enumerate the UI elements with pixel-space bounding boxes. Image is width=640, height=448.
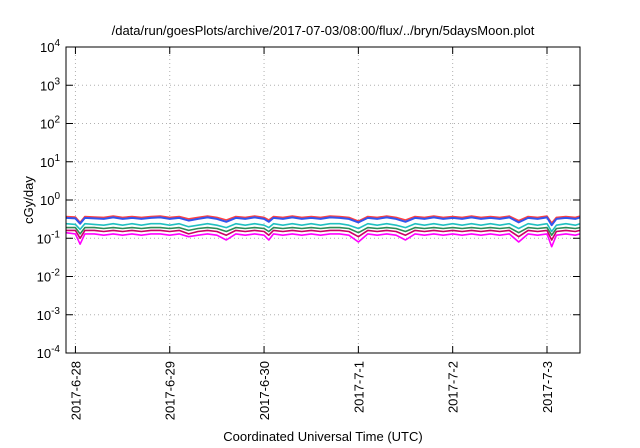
x-tick-label: 2017-6-30	[257, 361, 272, 420]
series-line-6	[65, 216, 581, 227]
grid	[66, 47, 580, 353]
chart-title: /data/run/goesPlots/archive/2017-07-03/0…	[112, 23, 535, 38]
x-tick-label: 2017-7-3	[540, 361, 555, 413]
series-line-3	[66, 226, 581, 236]
y-tick-label: 100	[40, 191, 60, 208]
x-tick-label: 2017-6-29	[163, 361, 178, 420]
x-tick-label: 2017-7-2	[446, 361, 461, 413]
series-line-5	[65, 215, 581, 224]
y-tick-label: 103	[40, 76, 60, 93]
x-tick-label: 2017-7-1	[351, 361, 366, 413]
y-tick-label: 10-4	[37, 344, 61, 361]
y-axis-label: cGy/day	[21, 176, 36, 224]
series-lines	[65, 215, 581, 248]
y-tick-label: 101	[40, 153, 60, 170]
x-tick-label: 2017-6-28	[68, 361, 83, 420]
series-line-2	[66, 229, 581, 241]
series-line-4	[65, 222, 581, 233]
y-tick-label: 102	[40, 115, 60, 132]
y-tick-label: 10-2	[37, 268, 61, 285]
series-line-1	[65, 231, 581, 248]
y-tick-label: 104	[40, 38, 60, 55]
x-axis-label: Coordinated Universal Time (UTC)	[223, 429, 422, 444]
y-tick-label: 10-3	[37, 306, 61, 323]
y-tick-label: 10-1	[37, 229, 61, 246]
